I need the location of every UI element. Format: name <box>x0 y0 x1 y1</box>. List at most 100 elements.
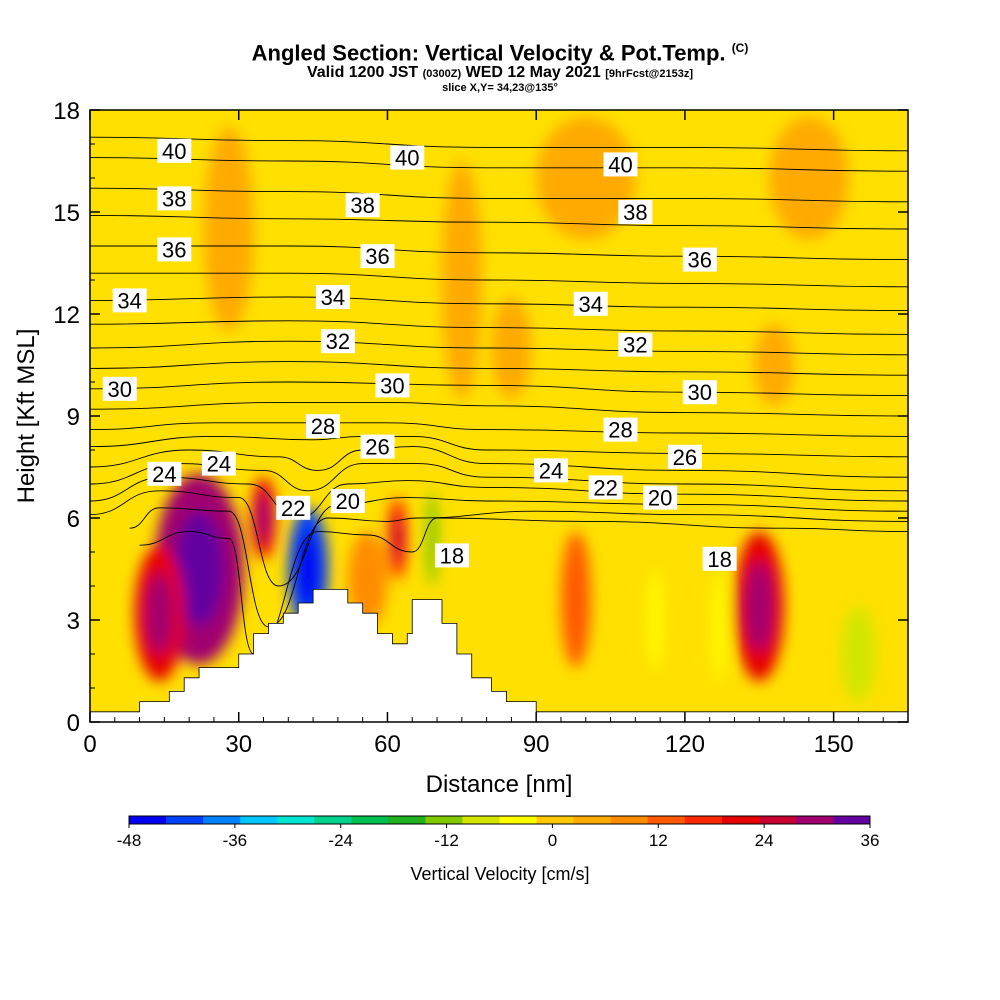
forecast-label: [9hrFcst@2153z] <box>605 68 694 81</box>
contour-label-text: 34 <box>321 285 345 310</box>
contour-label-box <box>315 285 350 309</box>
colorbar-frame <box>128 815 871 825</box>
contour-label-box <box>345 193 380 218</box>
colorbar-tick-label: 12 <box>649 831 668 850</box>
colorbar-tick-label: -12 <box>434 831 459 850</box>
colorbar-swatch <box>240 816 278 824</box>
contour-label-box <box>157 186 192 211</box>
contour-label-text: 28 <box>311 414 335 439</box>
colorbar-tick-label: 24 <box>755 831 774 850</box>
contour-label-box <box>201 451 236 476</box>
theta-line <box>90 381 908 397</box>
velocity-cell-core <box>145 572 174 654</box>
colorbar-swatch <box>684 816 723 824</box>
colorbar-tick-label: 36 <box>861 831 880 850</box>
colorbar-swatch <box>277 816 315 824</box>
contour-label-box <box>320 329 355 354</box>
x-tick-label: 30 <box>225 731 252 758</box>
contour-label: 38 <box>157 186 192 211</box>
contour-label: 24 <box>147 461 182 487</box>
theta-line <box>90 435 908 458</box>
contour-label: 40 <box>390 145 425 171</box>
contour-label-box <box>112 288 147 313</box>
colorbar-swatch <box>351 816 389 824</box>
contour-label-text: 22 <box>593 475 617 500</box>
contour-label: 32 <box>618 332 653 358</box>
theta-line <box>90 272 908 288</box>
x-axis-label: Distance [nm] <box>426 771 573 798</box>
contour-label: 36 <box>360 244 395 269</box>
title-text: Angled Section: Vertical Velocity & Pot.… <box>251 40 726 66</box>
colorbar-tick-label: -36 <box>223 831 248 850</box>
contour-label-text: 36 <box>365 244 389 269</box>
theta-line <box>90 136 908 152</box>
contour-label-box <box>667 444 702 469</box>
contour-label-box <box>157 138 192 163</box>
contour-label-box <box>434 543 469 568</box>
colorbar-swatch <box>573 816 612 824</box>
contour-label-box <box>157 237 192 262</box>
theta-line <box>139 517 908 655</box>
terrain-profile <box>89 589 909 723</box>
contour-label-box <box>102 376 137 401</box>
contour-label-text: 24 <box>539 458 563 483</box>
valid-line: Valid 1200 JST (0300Z) WED 12 May 2021 [… <box>0 65 1000 82</box>
contour-label-text: 22 <box>281 496 305 521</box>
velocity-cell <box>841 606 876 702</box>
contour-label: 30 <box>375 373 410 398</box>
contour-label-box <box>643 485 678 510</box>
colorbar-swatch <box>425 816 463 824</box>
contour-label: 40 <box>603 152 638 177</box>
contour-label: 24 <box>534 458 569 483</box>
theta-line <box>90 157 908 172</box>
contour-label-box <box>682 380 717 405</box>
contour-label-box <box>390 145 425 170</box>
theta-line <box>90 296 908 312</box>
y-tick-label: 0 <box>67 710 80 737</box>
velocity-cell <box>204 127 254 331</box>
slice-line: slice X,Y= 34,23@135° <box>442 82 558 95</box>
contour-label: 26 <box>667 444 702 470</box>
contour-label: 34 <box>573 291 608 317</box>
x-tick-label: 90 <box>523 731 550 758</box>
contour-label: 26 <box>360 434 395 460</box>
y-tick-label: 6 <box>67 506 80 533</box>
contour-label: 36 <box>157 237 192 262</box>
contour-label-box <box>147 461 182 486</box>
theta-line <box>90 245 908 261</box>
velocity-cell-core <box>391 513 403 563</box>
valid-prefix: Valid 1200 JST <box>306 64 419 82</box>
y-tick-label: 18 <box>53 98 80 125</box>
contour-label-box <box>360 434 395 459</box>
colorbar-swatch <box>758 816 797 824</box>
contour-label-box <box>618 332 653 357</box>
theta-line <box>129 507 908 628</box>
colorbar-swatch <box>203 816 241 824</box>
theta-line <box>90 187 908 203</box>
x-tick-label: 0 <box>83 731 96 758</box>
contour-label: 34 <box>112 288 147 313</box>
contour-label-text: 30 <box>688 380 712 405</box>
contour-label: 18 <box>702 546 737 572</box>
colorbar-tick-label: 0 <box>548 831 557 850</box>
colorbar-tick-label: -24 <box>328 831 353 850</box>
contour-label-text: 36 <box>162 237 186 262</box>
valid-utc: (0300Z) <box>422 68 462 81</box>
contour-label-text: 38 <box>623 200 647 225</box>
colorbar-swatch <box>721 816 760 824</box>
theta-line <box>90 320 908 335</box>
velocity-cell <box>754 324 794 406</box>
contour-label-text: 24 <box>207 452 231 477</box>
contour-label-text: 40 <box>608 152 632 177</box>
contour-label: 38 <box>618 200 653 225</box>
velocity-cell <box>769 116 849 240</box>
theta-line <box>90 340 908 356</box>
chart-title: Angled Section: Vertical Velocity & Pot.… <box>0 36 1000 65</box>
contour-label: 40 <box>157 138 192 164</box>
velocity-cell <box>713 572 727 682</box>
contour-label: 20 <box>330 489 365 514</box>
contour-label: 22 <box>276 495 311 521</box>
colorbar: -48 -36 -24 -12 0 12 24 36 <box>117 815 880 850</box>
y-axis-label: Height [Kft MSL] <box>13 329 40 504</box>
